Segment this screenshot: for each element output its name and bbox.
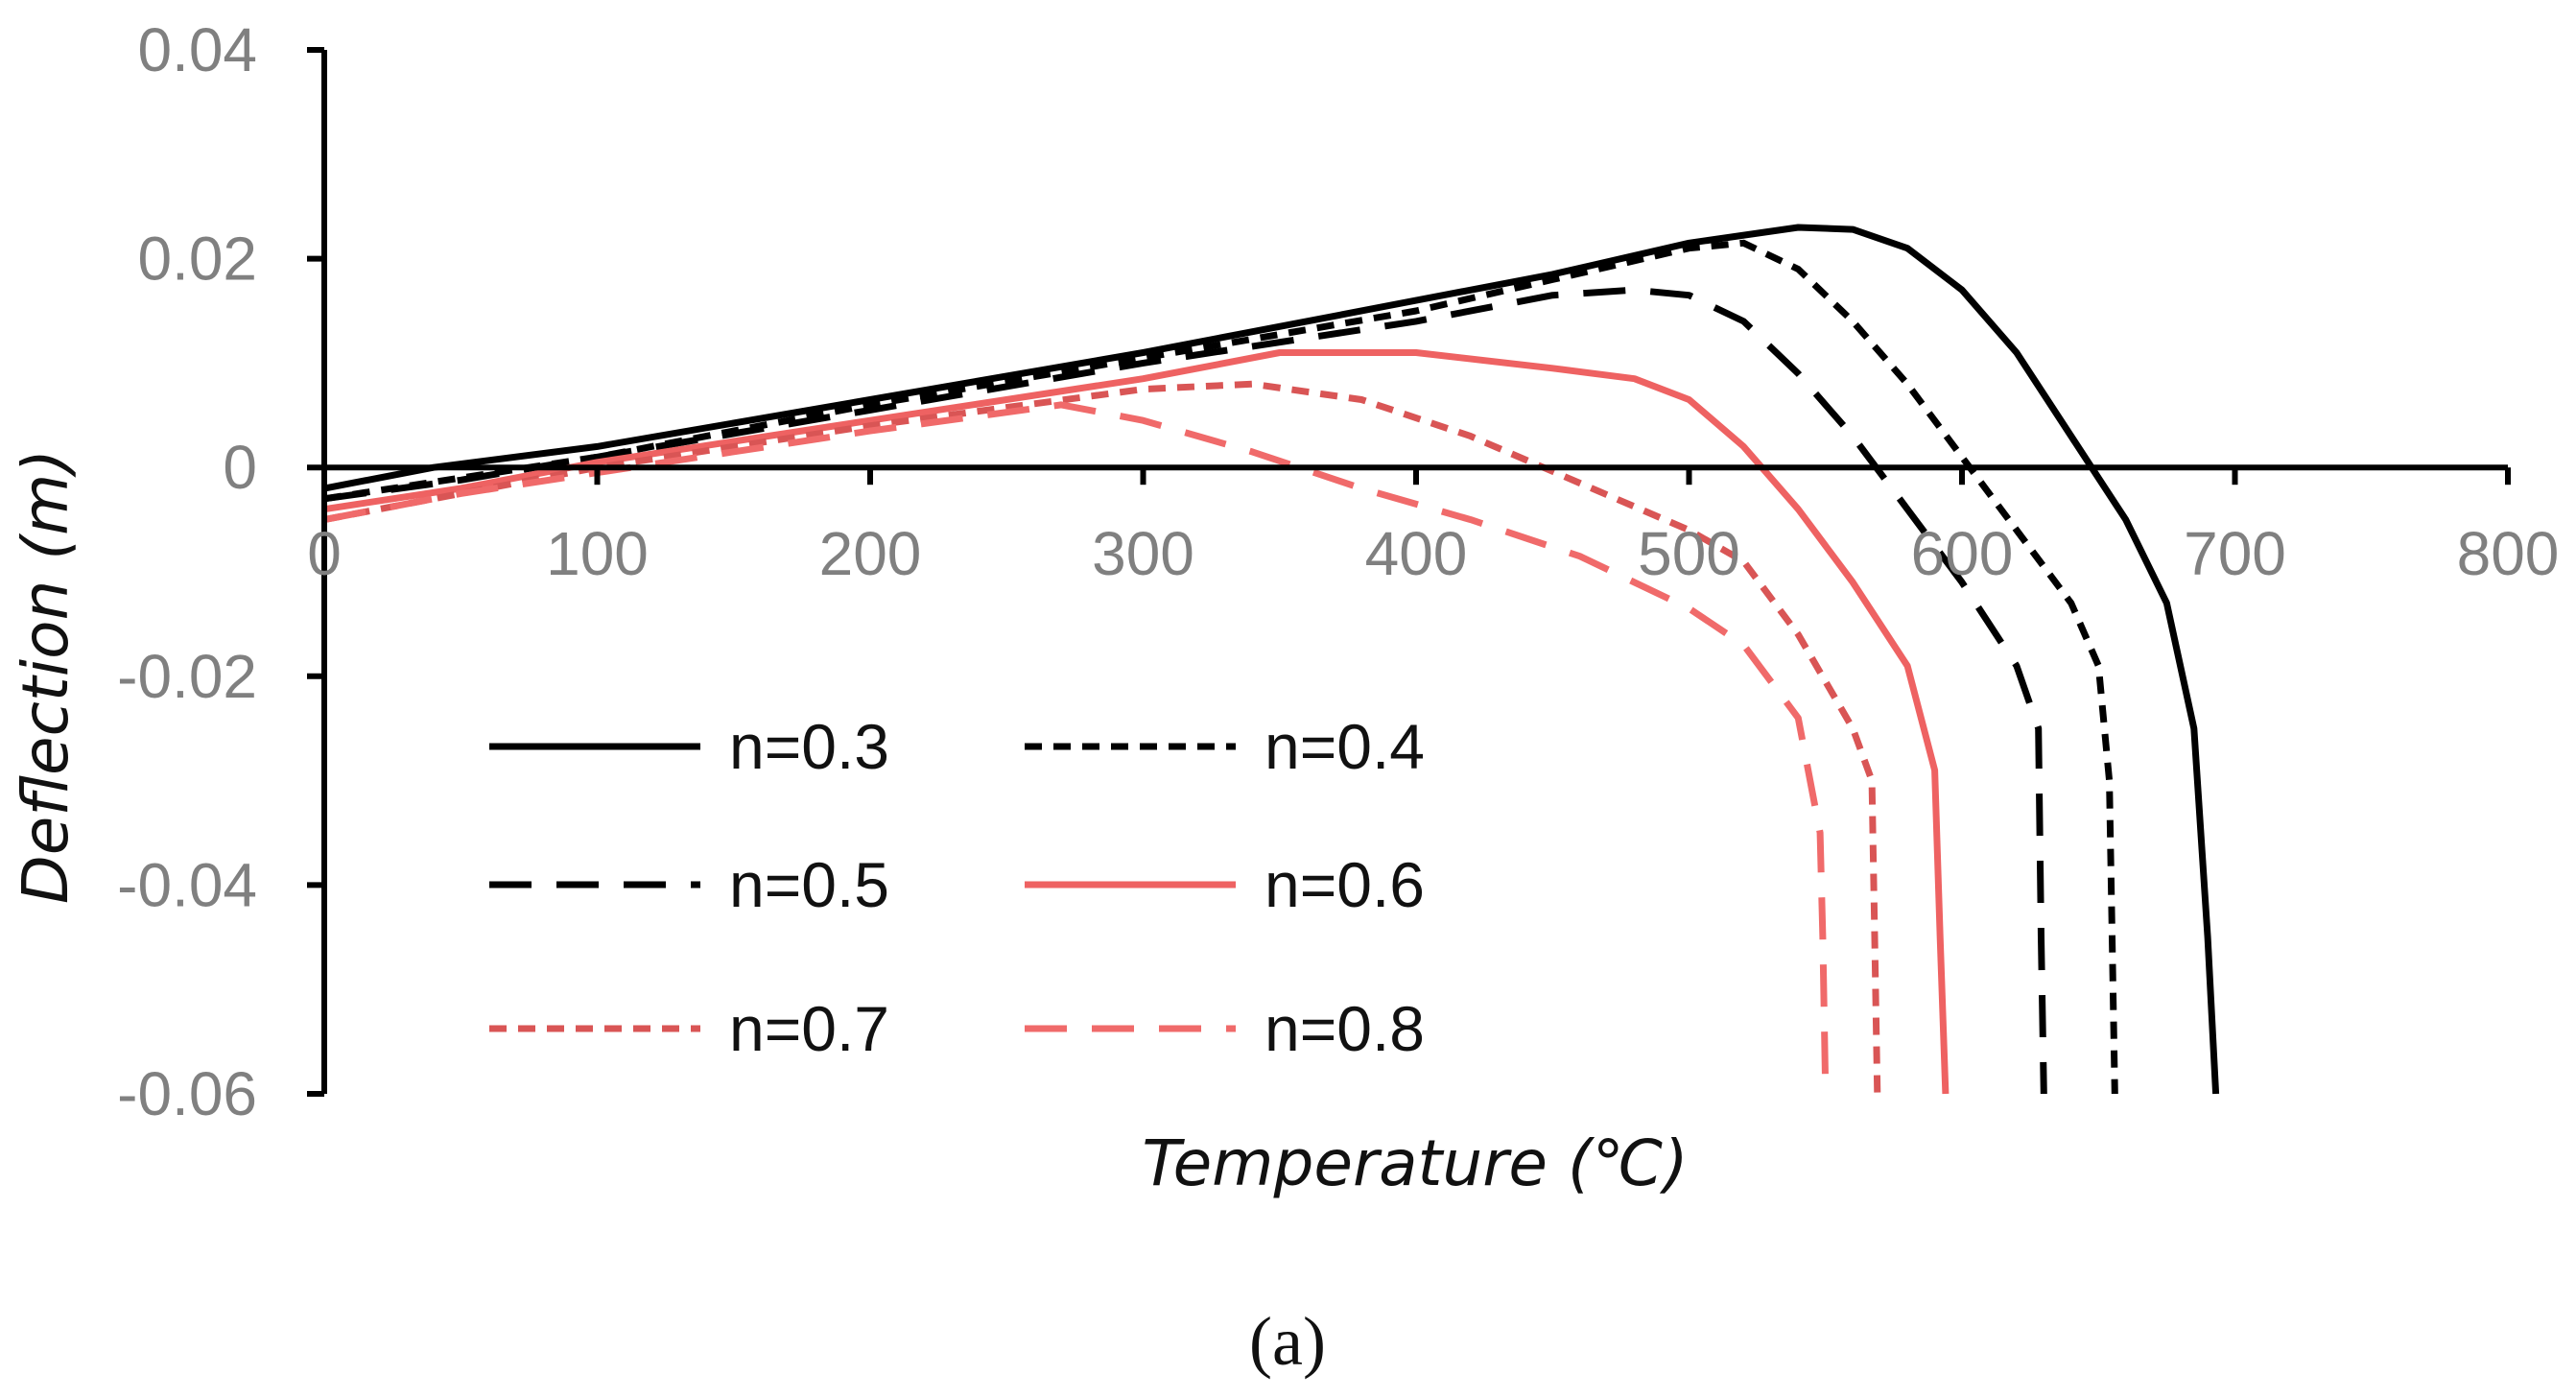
- legend-label: n=0.6: [1264, 849, 1425, 920]
- x-tick-label: 400: [1365, 519, 1468, 588]
- legend-item: n=0.8: [1025, 993, 1425, 1064]
- series-layer: [323, 224, 2220, 1095]
- legend-item: n=0.5: [489, 849, 889, 920]
- x-tick-label: 700: [2184, 519, 2286, 588]
- x-tick-label: 600: [1911, 519, 2014, 588]
- axes-layer: [307, 47, 2511, 1097]
- series-line-n-0-4: [323, 239, 2118, 1095]
- legend-item: n=0.3: [489, 711, 889, 782]
- legend-label: n=0.4: [1264, 711, 1425, 782]
- x-tick-label: 100: [546, 519, 649, 588]
- legend: n=0.3 n=0.4 n=0.5 n=0.6 n=0.7 n=0.8: [489, 711, 1425, 1064]
- y-tick-label: -0.04: [117, 850, 257, 919]
- y-axis-title: Deflection (m): [9, 449, 83, 904]
- series-line-n-0-7: [323, 380, 1881, 1095]
- x-tick-label: 300: [1092, 519, 1194, 588]
- legend-label: n=0.5: [729, 849, 889, 920]
- series-line-n-0-8: [323, 401, 1830, 1095]
- tick-label-layer: -0.06 -0.04 -0.02 0 0.02 0.04 0 100 200 300 400 500…: [117, 15, 2559, 1128]
- x-tick-label: 200: [819, 519, 922, 588]
- x-tick-label: 0: [307, 519, 342, 588]
- y-tick-label: 0.04: [137, 15, 257, 84]
- legend-item: n=0.6: [1025, 849, 1425, 920]
- x-tick-label: 500: [1638, 519, 1740, 588]
- series-line-n-0-3: [323, 224, 2220, 1095]
- legend-label: n=0.8: [1264, 993, 1425, 1064]
- legend-item: n=0.4: [1025, 711, 1425, 782]
- y-tick-label: -0.06: [117, 1059, 257, 1128]
- figure-caption: (a): [1249, 1303, 1326, 1380]
- legend-item: n=0.7: [489, 993, 889, 1064]
- series-line-n-0-6: [323, 349, 1950, 1095]
- legend-label: n=0.7: [729, 993, 889, 1064]
- x-axis-title: Temperature (℃): [1142, 1126, 1688, 1200]
- x-tick-label: 800: [2457, 519, 2560, 588]
- y-tick-label: 0.02: [137, 225, 257, 294]
- y-tick-label: 0: [223, 433, 257, 502]
- y-tick-label: -0.02: [117, 642, 257, 711]
- series-line-n-0-5: [323, 286, 2047, 1095]
- legend-label: n=0.3: [729, 711, 889, 782]
